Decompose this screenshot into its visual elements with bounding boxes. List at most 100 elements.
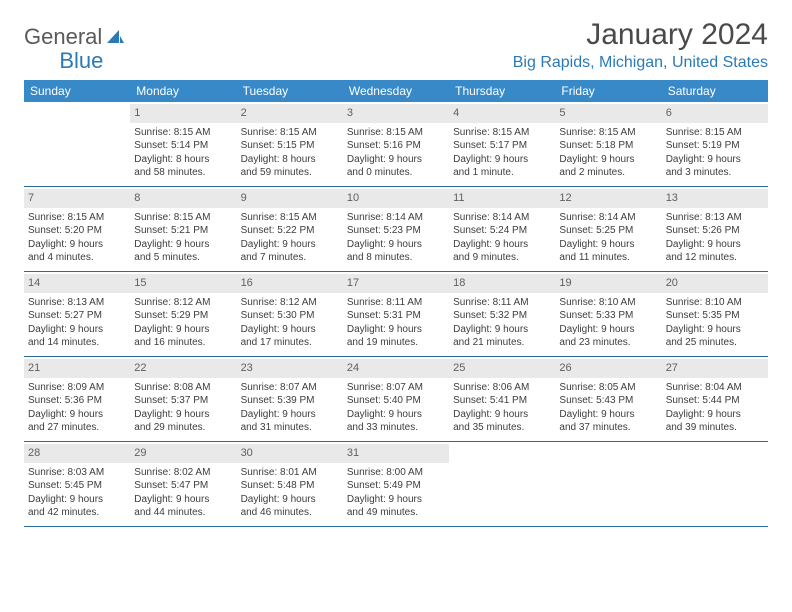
day-day1-line: Daylight: 9 hours xyxy=(134,238,232,252)
day-day2-line: and 9 minutes. xyxy=(453,251,551,265)
week-row: 28 Sunrise: 8:03 AMSunset: 5:45 PM Dayligh… xyxy=(24,442,768,527)
day-day2-line: and 16 minutes. xyxy=(134,336,232,350)
day-sunrise-line: Sunrise: 8:08 AM xyxy=(134,381,232,395)
day-number: 8 xyxy=(130,189,236,208)
week-row: 14Sunrise: 8:13 AMSunset: 5:27 PMDayligh… xyxy=(24,272,768,357)
day-sunrise-line: Sunrise: 8:09 AM xyxy=(28,381,126,395)
day-day2-line: and 31 minutes. xyxy=(241,421,339,435)
day-day1-line: Daylight: 9 hours xyxy=(134,493,232,507)
day-sunset-line: Sunset: 5:18 PM xyxy=(559,139,657,153)
day-sunset-line: Sunset: 5:27 PM xyxy=(28,309,126,323)
day-day2-line: and 4 minutes. xyxy=(28,251,126,265)
day-day2-line: and 42 minutes. xyxy=(28,506,126,520)
day-sunset-line: Sunset: 5:49 PM xyxy=(347,479,445,493)
day-day1-line: Daylight: 9 hours xyxy=(241,408,339,422)
day-cell: 12Sunrise: 8:14 AMSunset: 5:25 PMDayligh… xyxy=(555,187,661,271)
day-cell: 8Sunrise: 8:15 AMSunset: 5:21 PMDaylight… xyxy=(130,187,236,271)
day-sunset-line: Sunset: 5:14 PM xyxy=(134,139,232,153)
day-day1-line: Daylight: 9 hours xyxy=(347,238,445,252)
day-day1-line: Daylight: 9 hours xyxy=(347,408,445,422)
day-day2-line: and 29 minutes. xyxy=(134,421,232,435)
day-number: 2 xyxy=(237,104,343,123)
day-sunrise-line: Sunrise: 8:15 AM xyxy=(559,126,657,140)
day-sunrise-line: Sunrise: 8:07 AM xyxy=(241,381,339,395)
day-sunset-line: Sunset: 5:19 PM xyxy=(666,139,764,153)
day-day1-line: Daylight: 9 hours xyxy=(559,408,657,422)
day-cell: 3Sunrise: 8:15 AMSunset: 5:16 PMDaylight… xyxy=(343,102,449,186)
day-cell: 10Sunrise: 8:14 AMSunset: 5:23 PMDayligh… xyxy=(343,187,449,271)
day-sunrise-line: Sunrise: 8:15 AM xyxy=(241,126,339,140)
dow-cell: Sunday xyxy=(24,80,130,102)
month-title: January 2024 xyxy=(513,18,768,52)
day-day1-line: Daylight: 9 hours xyxy=(241,493,339,507)
day-number: 28 xyxy=(24,444,130,463)
day-sunset-line: Sunset: 5:45 PM xyxy=(28,479,126,493)
day-sunrise-line: Sunrise: 8:11 AM xyxy=(453,296,551,310)
day-sunrise-line: Sunrise: 8:15 AM xyxy=(134,126,232,140)
day-sunset-line: Sunset: 5:43 PM xyxy=(559,394,657,408)
day-day2-line: and 33 minutes. xyxy=(347,421,445,435)
day-number: 16 xyxy=(237,274,343,293)
day-sunset-line: Sunset: 5:20 PM xyxy=(28,224,126,238)
day-day1-line: Daylight: 8 hours xyxy=(134,153,232,167)
day-day2-line: and 58 minutes. xyxy=(134,166,232,180)
day-day2-line: and 14 minutes. xyxy=(28,336,126,350)
day-day1-line: Daylight: 9 hours xyxy=(453,408,551,422)
day-sunset-line: Sunset: 5:25 PM xyxy=(559,224,657,238)
day-sunrise-line: Sunrise: 8:10 AM xyxy=(666,296,764,310)
day-sunset-line: Sunset: 5:47 PM xyxy=(134,479,232,493)
day-sunrise-line: Sunrise: 8:14 AM xyxy=(453,211,551,225)
day-day1-line: Daylight: 9 hours xyxy=(666,153,764,167)
day-day2-line: and 2 minutes. xyxy=(559,166,657,180)
day-sunrise-line: Sunrise: 8:03 AM xyxy=(28,466,126,480)
day-sunrise-line: Sunrise: 8:07 AM xyxy=(347,381,445,395)
day-cell: 26Sunrise: 8:05 AMSunset: 5:43 PMDayligh… xyxy=(555,357,661,441)
weeks-container: 1Sunrise: 8:15 AMSunset: 5:14 PMDaylight… xyxy=(24,102,768,527)
day-sunrise-line: Sunrise: 8:12 AM xyxy=(134,296,232,310)
day-day2-line: and 0 minutes. xyxy=(347,166,445,180)
day-day2-line: and 23 minutes. xyxy=(559,336,657,350)
day-day1-line: Daylight: 9 hours xyxy=(347,323,445,337)
day-number: 7 xyxy=(24,189,130,208)
day-sunset-line: Sunset: 5:22 PM xyxy=(241,224,339,238)
day-sunset-line: Sunset: 5:36 PM xyxy=(28,394,126,408)
dow-cell: Thursday xyxy=(449,80,555,102)
day-number: 19 xyxy=(555,274,661,293)
week-row: 1Sunrise: 8:15 AMSunset: 5:14 PMDaylight… xyxy=(24,102,768,187)
day-day1-line: Daylight: 9 hours xyxy=(28,323,126,337)
day-sunset-line: Sunset: 5:37 PM xyxy=(134,394,232,408)
day-day2-line: and 25 minutes. xyxy=(666,336,764,350)
day-sunrise-line: Sunrise: 8:15 AM xyxy=(666,126,764,140)
day-sunset-line: Sunset: 5:41 PM xyxy=(453,394,551,408)
day-sunrise-line: Sunrise: 8:11 AM xyxy=(347,296,445,310)
day-cell: 5Sunrise: 8:15 AMSunset: 5:18 PMDaylight… xyxy=(555,102,661,186)
day-day2-line: and 3 minutes. xyxy=(666,166,764,180)
day-number: 1 xyxy=(130,104,236,123)
day-day2-line: and 7 minutes. xyxy=(241,251,339,265)
calendar-grid: SundayMondayTuesdayWednesdayThursdayFrid… xyxy=(24,80,768,527)
day-number: 14 xyxy=(24,274,130,293)
day-cell: 24 Sunrise: 8:07 AMSunset: 5:40 PMDayligh… xyxy=(343,357,449,441)
day-day2-line: and 8 minutes. xyxy=(347,251,445,265)
day-number: 15 xyxy=(130,274,236,293)
day-cell: 30Sunrise: 8:01 AMSunset: 5:48 PMDayligh… xyxy=(237,442,343,526)
day-cell: 25Sunrise: 8:06 AMSunset: 5:41 PMDayligh… xyxy=(449,357,555,441)
day-sunset-line: Sunset: 5:40 PM xyxy=(347,394,445,408)
day-day1-line: Daylight: 9 hours xyxy=(347,153,445,167)
day-sunrise-line: Sunrise: 8:15 AM xyxy=(347,126,445,140)
day-number: 24 xyxy=(343,359,449,378)
day-cell: 9Sunrise: 8:15 AMSunset: 5:22 PMDaylight… xyxy=(237,187,343,271)
day-cell: 17Sunrise: 8:11 AMSunset: 5:31 PMDayligh… xyxy=(343,272,449,356)
day-day2-line: and 12 minutes. xyxy=(666,251,764,265)
dow-cell: Saturday xyxy=(662,80,768,102)
day-number: 27 xyxy=(662,359,768,378)
day-day2-line: and 35 minutes. xyxy=(453,421,551,435)
day-number: 10 xyxy=(343,189,449,208)
day-sunset-line: Sunset: 5:16 PM xyxy=(347,139,445,153)
day-number: 4 xyxy=(449,104,555,123)
day-day2-line: and 44 minutes. xyxy=(134,506,232,520)
day-day1-line: Daylight: 9 hours xyxy=(666,323,764,337)
day-cell: 31Sunrise: 8:00 AMSunset: 5:49 PMDayligh… xyxy=(343,442,449,526)
day-day2-line: and 11 minutes. xyxy=(559,251,657,265)
title-block: January 2024 Big Rapids, Michigan, Unite… xyxy=(513,18,768,72)
